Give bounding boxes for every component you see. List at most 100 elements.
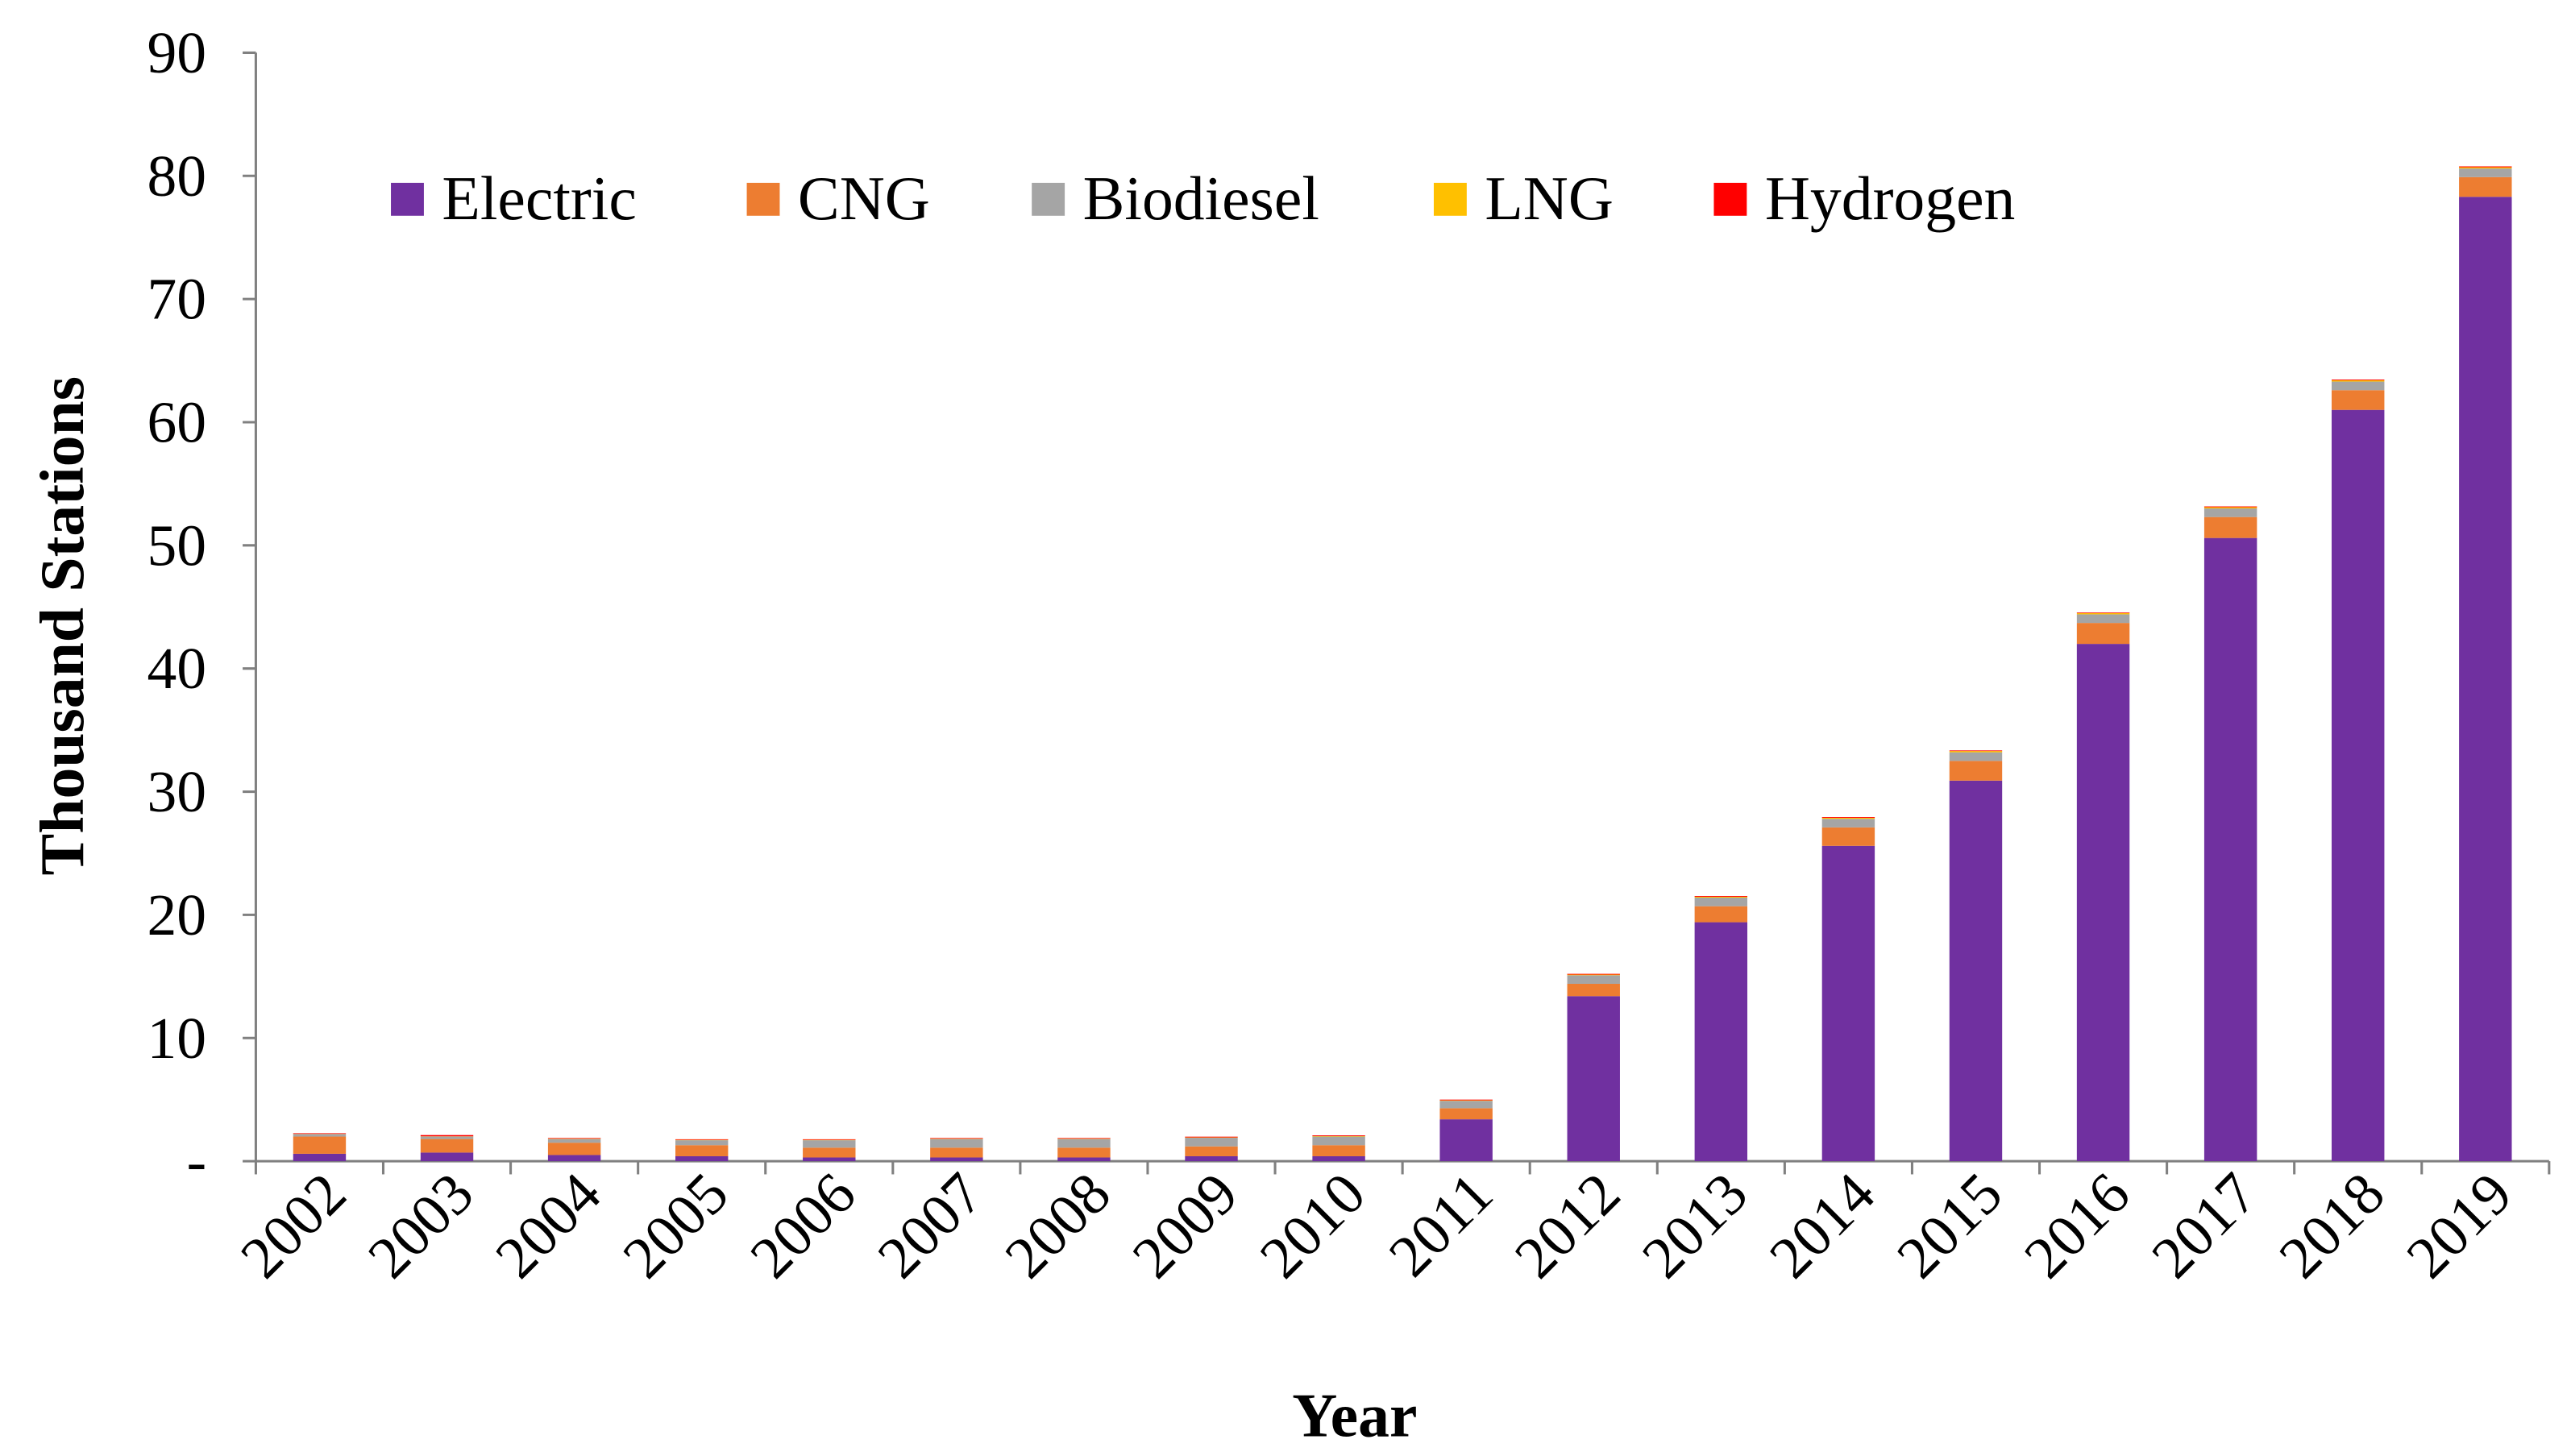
bar-segment <box>2203 516 2257 538</box>
x-tick-label: 2019 <box>2394 1159 2524 1290</box>
bar-segment <box>1312 1135 1365 1137</box>
x-tick-label: 2008 <box>992 1159 1123 1290</box>
bar-segment <box>930 1138 983 1139</box>
bar-segment <box>1821 817 1875 818</box>
x-tick-label: 2005 <box>610 1159 741 1290</box>
x-tick-label: 2012 <box>1501 1159 1632 1290</box>
bar-segment <box>547 1155 601 1162</box>
bar-segment <box>930 1157 983 1162</box>
x-tick-label: 2010 <box>1247 1159 1377 1290</box>
bar-segment <box>2076 612 2130 615</box>
bar-segment <box>2203 506 2257 508</box>
x-axis-title: Year <box>1292 1380 1417 1450</box>
bar-segment <box>1694 896 1748 897</box>
bar-segment <box>1567 975 1620 984</box>
bar-segment <box>930 1139 983 1148</box>
bar-segment <box>2203 537 2257 1162</box>
y-tick-label: 10 <box>147 1005 207 1071</box>
bar-segment <box>803 1140 856 1148</box>
legend-swatch <box>391 182 424 216</box>
bar-segment <box>2332 381 2385 391</box>
bar-segment <box>2459 166 2512 168</box>
bar-segment <box>1567 996 1620 1162</box>
bar-segment <box>420 1152 474 1162</box>
bar-segment <box>420 1135 474 1137</box>
bar-segment <box>293 1133 347 1135</box>
bar-segment <box>1439 1101 1493 1109</box>
legend-label: CNG <box>798 164 930 233</box>
legend-label: Biodiesel <box>1083 164 1319 233</box>
bar-segment <box>1312 1135 1365 1136</box>
bar-segment <box>1312 1145 1365 1156</box>
bar-segment <box>1185 1136 1238 1138</box>
bar-segment <box>1821 845 1875 1162</box>
legend-swatch <box>1032 182 1065 216</box>
bar-segment <box>1567 983 1620 997</box>
x-tick-label: 2016 <box>2012 1159 2142 1290</box>
bar-segment <box>1949 750 2003 752</box>
bar-segment <box>1821 819 1875 828</box>
bar-segment <box>547 1143 601 1155</box>
bar-segment <box>1694 922 1748 1162</box>
x-tick-label: 2018 <box>2266 1159 2397 1290</box>
bar-segment <box>1949 761 2003 781</box>
bar-segment <box>1949 780 2003 1162</box>
bar-segment <box>1567 973 1620 975</box>
bar-segment <box>2076 644 2130 1162</box>
x-tick-label: 2011 <box>1376 1159 1505 1288</box>
bar-segment <box>2332 390 2385 410</box>
bar-segment <box>930 1147 983 1158</box>
bar-segment <box>420 1136 474 1139</box>
legend-label: Hydrogen <box>1765 164 2016 233</box>
bar-segment <box>2459 167 2512 169</box>
y-axis-title: Thousand Stations <box>27 376 97 875</box>
y-tick-label: 50 <box>147 512 207 578</box>
bar-segment <box>2076 612 2130 613</box>
bar-segment <box>1057 1157 1111 1162</box>
bar-segment <box>1439 1099 1493 1101</box>
y-tick-label: - <box>187 1128 207 1194</box>
bar-segment <box>1694 896 1748 898</box>
bar-segment <box>1567 974 1620 976</box>
bar-segment <box>2459 176 2512 197</box>
bar-segment <box>1312 1136 1365 1146</box>
bar-segment <box>420 1139 474 1153</box>
x-tick-label: 2013 <box>1629 1159 1759 1290</box>
y-tick-label: 40 <box>147 635 207 701</box>
bar-segment <box>2459 197 2512 1162</box>
bar-segment <box>2076 614 2130 624</box>
bar-segment <box>1057 1138 1111 1139</box>
bar-segment <box>803 1139 856 1140</box>
bar-segment <box>1057 1139 1111 1148</box>
bar-segment <box>1439 1119 1493 1162</box>
y-tick-label: 70 <box>147 266 207 332</box>
bar-segment <box>1821 817 1875 819</box>
bar-segment <box>293 1136 347 1154</box>
y-tick-label: 30 <box>147 758 207 824</box>
bar-segment <box>2332 380 2385 382</box>
bar-segment <box>803 1157 856 1162</box>
x-tick-label: 2017 <box>2139 1159 2270 1290</box>
bar-segment <box>1185 1155 1238 1162</box>
bar-segment <box>2076 623 2130 645</box>
bar-segment <box>293 1134 347 1137</box>
y-tick-label: 20 <box>147 881 207 948</box>
y-tick-label: 60 <box>147 389 207 455</box>
x-tick-label: 2014 <box>1756 1159 1887 1290</box>
bar-segment <box>1057 1147 1111 1158</box>
x-tick-label: 2009 <box>1119 1159 1250 1290</box>
bar-segment <box>293 1153 347 1162</box>
legend-swatch <box>746 182 780 216</box>
bar-segment <box>1949 751 2003 753</box>
bar-segment <box>1694 906 1748 923</box>
bar-segment <box>547 1138 601 1139</box>
x-tick-label: 2007 <box>865 1159 995 1290</box>
bar-segment <box>675 1145 729 1156</box>
bar-segment <box>675 1155 729 1162</box>
x-tick-label: 2004 <box>483 1159 613 1290</box>
bar-segment <box>1312 1155 1365 1162</box>
bar-segment <box>1949 752 2003 761</box>
x-tick-label: 2006 <box>737 1159 868 1290</box>
legend-swatch <box>1713 182 1747 216</box>
